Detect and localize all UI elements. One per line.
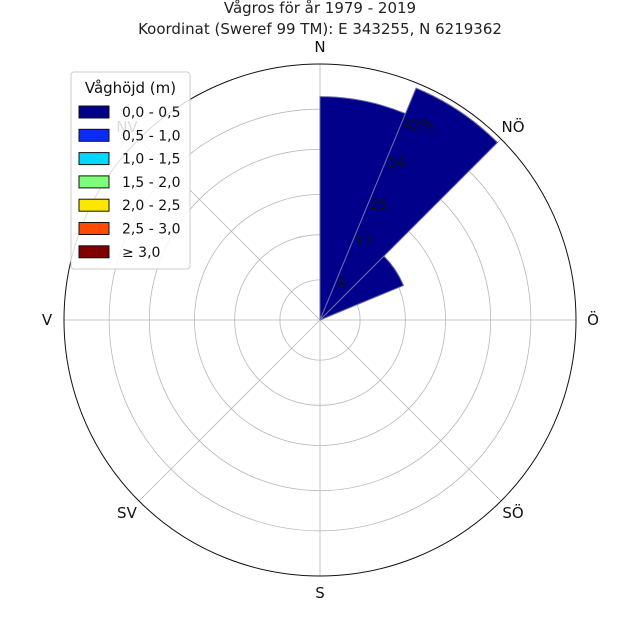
legend-entry-label: 1,5 - 2,0 (122, 175, 180, 191)
radial-tick-label: 8 (337, 276, 346, 292)
direction-label: S (315, 584, 325, 602)
radial-tick-label: 17 (355, 234, 373, 250)
chart-subtitle: Koordinat (Sweref 99 TM): E 343255, N 62… (138, 20, 502, 38)
legend-swatch (78, 198, 110, 212)
legend-title: Våghöjd (m) (85, 79, 176, 97)
legend-swatch (78, 175, 110, 189)
direction-gridline (319, 319, 502, 502)
legend-swatch (78, 105, 110, 119)
radial-tick-label: 25 (370, 197, 388, 213)
direction-label: V (42, 311, 53, 329)
legend-entry-label: ≥ 3,0 (122, 245, 160, 261)
legend-swatch (78, 222, 110, 235)
outer-circle (63, 63, 577, 577)
legend-entry-label: 2,5 - 3,0 (122, 222, 180, 238)
legend-entry-label: 1,0 - 1,5 (122, 152, 180, 168)
legend-box (70, 71, 191, 270)
direction-label: SÖ (502, 503, 523, 522)
direction-gridline (138, 319, 321, 502)
chart-title: Vågros för år 1979 - 2019 (224, 0, 416, 17)
radial-tick-label: 34 (387, 155, 405, 171)
rose-sector (319, 255, 405, 321)
direction-label: SV (117, 504, 138, 522)
legend-swatch (78, 128, 110, 142)
direction-label: Ö (587, 310, 599, 329)
legend-swatch (78, 152, 110, 166)
direction-label: NÖ (502, 117, 525, 136)
legend-entry-label: 2,0 - 2,5 (122, 198, 180, 214)
legend: Våghöjd (m) 0,0 - 0,5 0,5 - 1,0 1,0 - 1,5 1,… (70, 71, 191, 270)
rose-sector (319, 87, 499, 321)
legend-swatch (78, 245, 110, 259)
radial-tick-label: 42% (403, 118, 434, 134)
direction-label: N (314, 38, 325, 56)
legend-entry-label: 0,5 - 1,0 (122, 128, 180, 144)
legend-entry-label: 0,0 - 0,5 (122, 105, 180, 121)
